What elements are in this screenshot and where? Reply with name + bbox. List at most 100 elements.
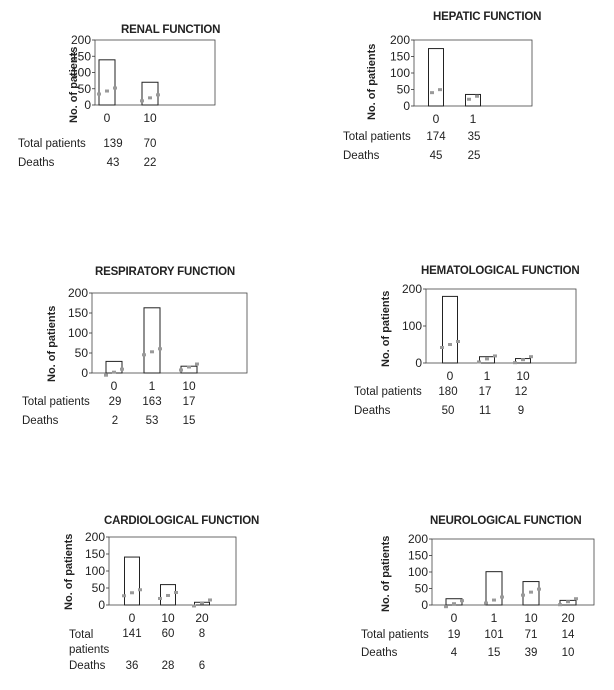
table-cell: 29: [108, 396, 122, 408]
row-label: Total patients: [22, 396, 90, 408]
chart-title: HEPATIC FUNCTION: [433, 11, 542, 23]
deaths-marker: [148, 96, 152, 100]
x-tick-label: 1: [149, 379, 156, 393]
x-tick-label: 0: [111, 379, 118, 393]
table-cell: 17: [182, 396, 196, 408]
deaths-marker: [195, 362, 199, 366]
y-tick-label: 150: [408, 549, 428, 563]
deaths-marker: [475, 94, 479, 98]
deaths-marker: [484, 601, 488, 605]
x-tick-label: 0: [447, 369, 454, 383]
chart-title: CARDIOLOGICAL FUNCTION: [104, 515, 260, 527]
table-cell: 17: [478, 386, 492, 398]
row-label: Total patients: [343, 131, 411, 143]
y-tick-label: 200: [85, 530, 105, 544]
table-cell: 15: [182, 415, 196, 427]
row-label: Deaths: [361, 647, 398, 659]
y-tick-label: 150: [85, 547, 105, 561]
deaths-marker: [566, 600, 570, 604]
row-label: Deaths: [69, 660, 106, 672]
row-label: Deaths: [22, 415, 59, 427]
deaths-marker: [521, 358, 525, 362]
row-label: Total patients: [69, 629, 110, 656]
table-cell: 50: [441, 405, 455, 417]
table-cell: 139: [103, 138, 123, 150]
deaths-marker: [120, 367, 124, 371]
bar-total-patients: [143, 307, 161, 374]
y-tick-label: 100: [68, 326, 88, 340]
deaths-marker: [122, 594, 126, 598]
bar-total-patients: [98, 59, 116, 106]
plot-frame: [431, 538, 595, 606]
y-tick-label: 50: [75, 346, 89, 360]
deaths-marker: [460, 599, 464, 603]
row-label: Deaths: [18, 157, 55, 169]
deaths-marker: [142, 353, 146, 357]
deaths-marker: [105, 89, 109, 93]
x-tick-label: 0: [129, 611, 136, 625]
deaths-marker: [444, 605, 448, 609]
table-cell: 15: [487, 647, 501, 659]
y-tick-label: 200: [68, 286, 88, 300]
deaths-marker: [130, 591, 134, 595]
table-cell: 70: [143, 138, 157, 150]
y-tick-label: 50: [397, 83, 411, 97]
x-tick-label: 1: [470, 112, 477, 126]
deaths-marker: [104, 373, 108, 377]
y-tick-label: 100: [71, 66, 91, 80]
deaths-marker: [574, 597, 578, 601]
deaths-marker: [500, 595, 504, 599]
table-cell: 163: [142, 396, 162, 408]
y-tick-label: 50: [415, 582, 429, 596]
y-tick-label: 0: [98, 598, 105, 612]
deaths-marker: [158, 596, 162, 600]
table-cell: 9: [517, 405, 525, 417]
y-tick-label: 100: [390, 66, 410, 80]
table-cell: 39: [524, 647, 538, 659]
table-cell: 180: [438, 386, 458, 398]
x-tick-label: 1: [491, 611, 498, 625]
deaths-marker: [200, 601, 204, 605]
row-label: Total patients: [361, 629, 429, 641]
table-cell: 22: [143, 157, 157, 169]
bar-total-patients: [465, 93, 481, 107]
x-tick-label: 20: [195, 611, 209, 625]
table-cell: 53: [145, 415, 159, 427]
deaths-marker: [97, 92, 101, 96]
bar-total-patients: [442, 295, 458, 364]
deaths-marker: [492, 598, 496, 602]
deaths-marker: [558, 603, 562, 607]
y-tick-label: 0: [415, 356, 422, 370]
table-cell: 141: [122, 628, 142, 640]
deaths-marker: [179, 368, 183, 372]
deaths-marker: [529, 590, 533, 594]
y-tick-label: 200: [390, 33, 410, 47]
x-tick-label: 10: [524, 611, 538, 625]
table-cell: 2: [111, 415, 119, 427]
deaths-marker: [187, 365, 191, 369]
chart-title: HEMATOLOGICAL FUNCTION: [421, 265, 580, 277]
table-cell: 11: [479, 405, 491, 417]
deaths-marker: [467, 97, 471, 101]
table-cell: 43: [106, 157, 120, 169]
deaths-marker: [448, 343, 452, 346]
x-tick-label: 0: [104, 111, 111, 125]
x-tick-label: 20: [561, 611, 575, 625]
x-tick-label: 10: [516, 369, 530, 383]
y-tick-label: 50: [92, 581, 106, 595]
chart-title: NEUROLOGICAL FUNCTION: [430, 515, 582, 527]
row-label: Total patients: [18, 138, 86, 150]
deaths-marker: [113, 86, 117, 90]
y-tick-label: 200: [71, 33, 91, 47]
y-tick-label: 150: [390, 50, 410, 64]
deaths-marker: [158, 347, 162, 351]
table-cell: 12: [514, 386, 528, 398]
deaths-marker: [174, 590, 178, 594]
table-cell: 45: [429, 150, 443, 162]
bar-total-patients: [124, 556, 140, 606]
table-cell: 60: [161, 628, 175, 640]
deaths-marker: [521, 593, 525, 597]
deaths-marker: [150, 350, 154, 354]
